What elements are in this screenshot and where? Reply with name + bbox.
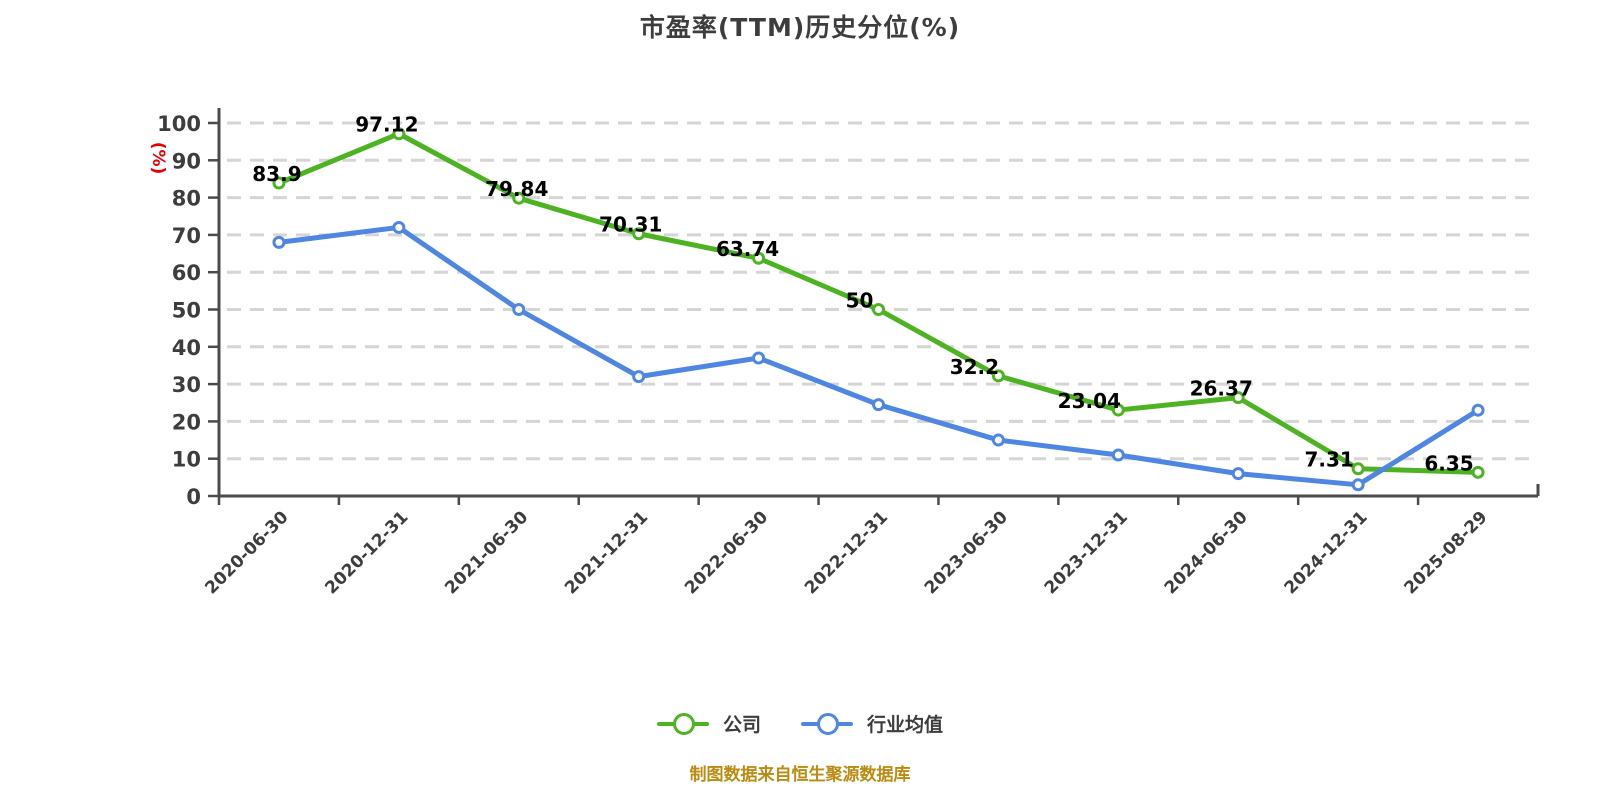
x-axis-category-label: 2022-12-31 [801,507,892,598]
y-axis-tick-label: 80 [172,187,201,211]
data-point[interactable] [512,303,526,316]
data-point-value-label: 63.74 [716,237,779,261]
data-point[interactable] [392,220,406,234]
data-point[interactable] [1471,465,1485,479]
legend-item-industry-average[interactable]: 行业均值 [801,710,943,737]
data-point-value-label: 6.35 [1424,451,1473,475]
x-axis-category-label: 2023-12-31 [1041,507,1132,598]
data-point[interactable] [872,398,885,412]
chart-title: 市盈率(TTM)历史分位(%) [639,13,961,42]
series-line [276,224,1481,488]
data-point[interactable] [1231,467,1245,481]
data-point[interactable] [1471,403,1485,417]
data-point-value-label: 79.84 [485,177,548,201]
x-axis-category-label: 2025-08-29 [1401,507,1492,598]
data-point[interactable] [1111,448,1125,462]
legend-label-company: 公司 [722,714,761,736]
x-axis-category-label: 2022-06-30 [681,507,772,598]
data-point[interactable] [632,227,646,241]
data-point-value-label: 50 [846,289,874,313]
data-point-value-label: 32.2 [950,355,999,379]
data-point[interactable] [991,433,1005,447]
y-axis-tick-label: 90 [172,149,201,173]
x-axis-category-label: 2021-06-30 [441,507,532,598]
x-axis-category-label: 2020-12-31 [321,507,412,598]
data-point[interactable] [1231,391,1245,405]
y-axis-tick-label: 40 [172,336,201,360]
industry-series-marker-icon [801,712,853,735]
data-point[interactable] [1351,462,1365,476]
data-point[interactable] [1351,478,1365,492]
y-axis-unit-label: (%) [148,142,168,175]
data-point[interactable] [752,351,766,365]
x-axis-category-label: 2024-06-30 [1161,507,1252,598]
y-axis-tick-label: 0 [186,485,201,509]
y-axis-tick-label: 50 [172,299,201,323]
x-axis-category-label: 2023-06-30 [921,507,1012,598]
y-axis-tick-label: 100 [157,112,201,136]
data-point[interactable] [272,235,286,249]
legend-item-company[interactable]: 公司 [656,710,761,737]
data-point[interactable] [872,303,885,316]
y-axis-tick-label: 30 [172,373,201,397]
data-point[interactable] [1111,403,1125,417]
y-axis-tick-label: 70 [172,224,201,248]
legend-circle-company [672,712,695,735]
data-point-value-label: 7.31 [1304,448,1353,472]
data-source-note: 制图数据来自恒生聚源数据库 [689,765,911,785]
y-axis-tick-label: 10 [172,448,201,472]
data-point-value-label: 83.9 [252,162,301,186]
legend: 公司 行业均值 [0,710,1600,737]
company-series-marker-icon [656,712,709,735]
data-point[interactable] [272,176,286,190]
legend-circle-industry [817,712,839,735]
x-axis-category-label: 2020-06-30 [201,507,292,598]
x-axis-category-label: 2024-12-31 [1281,507,1372,598]
x-axis-category-label: 2021-12-31 [561,507,652,598]
y-axis-tick-label: 20 [172,410,201,434]
data-point-value-label: 97.12 [355,113,418,137]
data-point-value-label: 70.31 [599,213,662,237]
data-point-value-label: 23.04 [1058,389,1121,413]
y-axis-tick-label: 60 [172,261,201,285]
legend-label-industry-average: 行业均值 [867,714,944,736]
data-point[interactable] [512,191,526,205]
data-point[interactable] [632,370,646,384]
data-point-value-label: 26.37 [1190,377,1253,401]
data-point[interactable] [991,369,1005,383]
data-point[interactable] [752,251,766,265]
data-point[interactable] [392,127,406,141]
